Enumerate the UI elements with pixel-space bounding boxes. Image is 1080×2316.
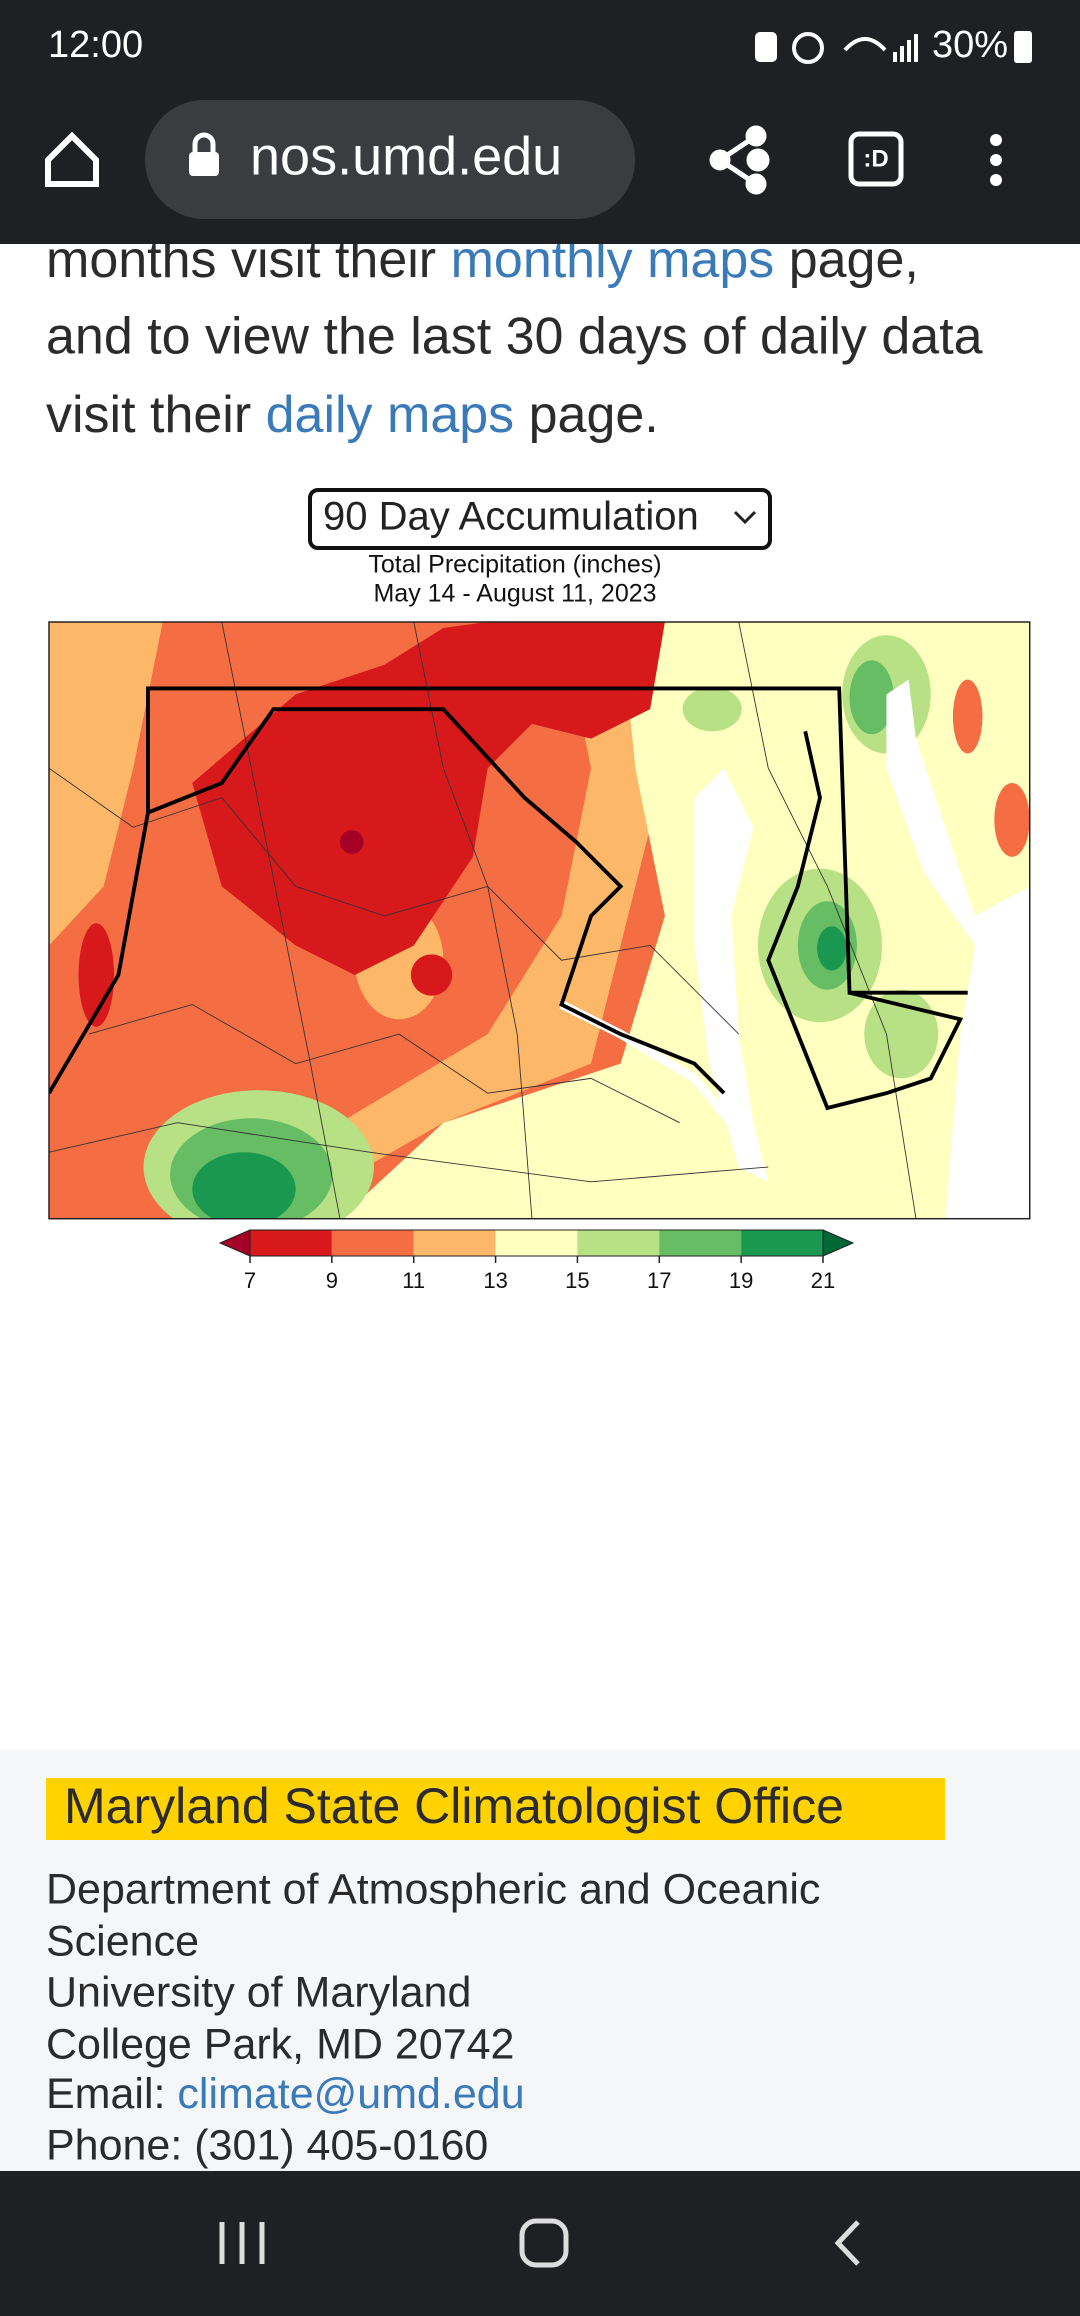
colorbar-segment — [577, 1230, 660, 1256]
share-button[interactable] — [709, 125, 770, 195]
precip-map — [48, 621, 1031, 1220]
dropdown[interactable] — [308, 488, 772, 550]
map-subtitle: May 14 - August 11, 2023 — [373, 580, 656, 608]
email-link[interactable]: climate@umd.edu — [177, 2070, 524, 2118]
text: visit their — [46, 386, 266, 444]
footer-text: College Park, MD 20742 — [46, 2020, 514, 2068]
colorbar-tick-label: 13 — [483, 1268, 507, 1293]
colorbar-tick-label: 9 — [326, 1268, 338, 1293]
tabs-button[interactable]: :D — [848, 131, 904, 187]
footer-link[interactable]: Science — [46, 1917, 199, 1965]
colorbar-tick-label: 21 — [811, 1268, 835, 1293]
lock-icon — [189, 132, 219, 176]
colorbar-segment — [331, 1230, 414, 1256]
footer-title-bg — [46, 1778, 945, 1840]
colorbar: 7 9 11 13 15 17 19 21 — [218, 1229, 855, 1293]
colorbar-tick-label: 19 — [729, 1268, 753, 1293]
colorbar-segment — [659, 1230, 742, 1256]
status-icons — [755, 31, 1032, 64]
dropdown-arrow — [733, 510, 757, 525]
status-time: 12:00 — [48, 24, 143, 66]
dropdown-value: 90 Day Accumulation — [323, 495, 699, 539]
footer-link[interactable]: Department of Atmospheric and Oceanic — [46, 1865, 820, 1913]
text: page. — [514, 386, 659, 444]
home-nav-button[interactable] — [519, 2218, 569, 2268]
menu-button[interactable] — [990, 134, 1002, 186]
svg-text::D: :D — [863, 145, 888, 172]
footer-text: Email: climate@umd.edu — [46, 2070, 525, 2118]
colorbar-tick-label: 7 — [244, 1268, 256, 1293]
colorbar-segment — [413, 1230, 496, 1256]
colorbar-segment — [250, 1230, 332, 1256]
nav-bar — [0, 2171, 1080, 2316]
colorbar-over — [822, 1229, 855, 1257]
footer-text: University of Maryland — [46, 1968, 471, 2016]
url-text: nos.umd.edu — [250, 126, 562, 186]
colorbar-tick-label: 15 — [565, 1268, 589, 1293]
url-bar[interactable] — [145, 100, 635, 219]
text: Email: — [46, 2070, 177, 2118]
colorbar-tick-label: 11 — [402, 1268, 425, 1293]
recents-button[interactable] — [219, 2222, 265, 2264]
footer-title: Maryland State Climatologist Office — [64, 1778, 844, 1834]
colorbar-tick-label: 17 — [647, 1268, 671, 1293]
home-button[interactable] — [45, 131, 99, 187]
colorbar-segment — [495, 1230, 578, 1256]
intro-line: and to view the last 30 days of daily da… — [46, 308, 983, 366]
colorbar-frame — [249, 1229, 824, 1257]
footer-text: Phone: (301) 405-0160 — [46, 2121, 488, 2169]
map-title: Total Precipitation (inches) — [368, 551, 661, 579]
colorbar-segment — [741, 1230, 823, 1256]
intro-line: visit their daily maps page. — [46, 386, 659, 444]
link[interactable]: daily maps — [266, 386, 515, 444]
back-button[interactable] — [834, 2220, 860, 2266]
colorbar-under — [218, 1229, 251, 1257]
status-battery: 30% — [932, 24, 1008, 66]
